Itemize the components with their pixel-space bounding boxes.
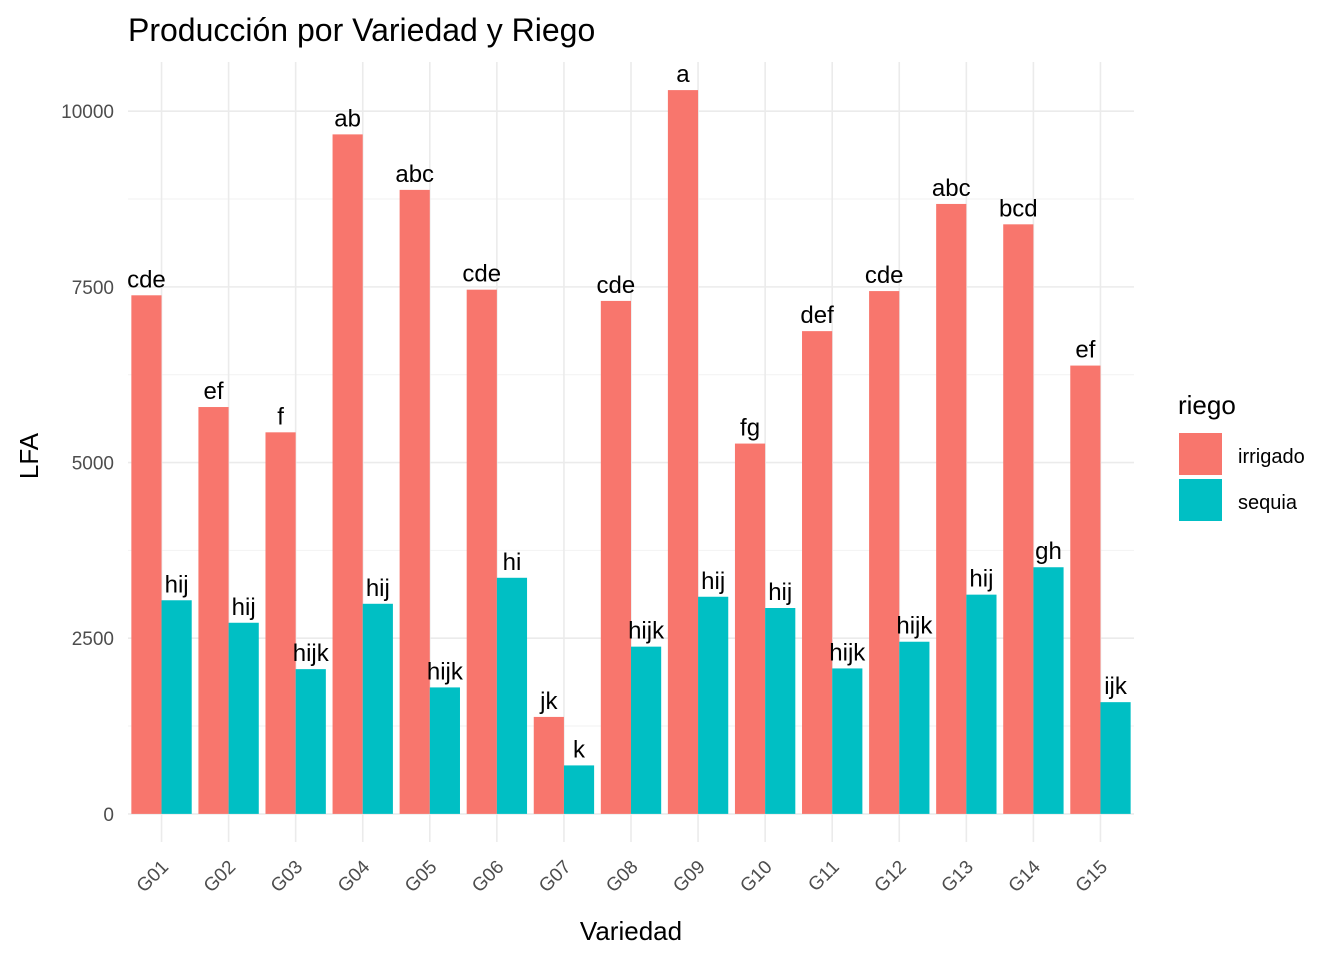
bar-sequia-G05 <box>429 687 460 814</box>
bar-label-irrigado-G01: cde <box>127 266 166 293</box>
bar-label-sequia-G11: hijk <box>829 639 866 666</box>
bar-sequia-G09 <box>698 596 729 814</box>
x-tick-label: G11 <box>804 857 843 896</box>
bar-label-sequia-G02: hij <box>232 594 256 621</box>
bar-label-sequia-G12: hijk <box>896 613 933 640</box>
bar-label-sequia-G14: gh <box>1035 538 1062 565</box>
bar-label-irrigado-G12: cde <box>865 262 904 289</box>
x-tick-label: G03 <box>267 857 307 897</box>
bar-label-sequia-G07: k <box>573 736 586 763</box>
bar-label-sequia-G10: hij <box>768 579 792 606</box>
y-tick-label: 10000 <box>61 102 114 123</box>
bar-label-irrigado-G10: fg <box>740 415 760 442</box>
bars <box>131 90 1131 814</box>
bar-sequia-G07 <box>563 765 595 814</box>
y-tick-label: 2500 <box>72 629 114 650</box>
bar-irrigado-G03 <box>265 432 296 814</box>
bar-sequia-G11 <box>832 668 863 814</box>
bar-sequia-G03 <box>295 669 326 814</box>
y-tick-label: 0 <box>103 805 114 826</box>
bar-irrigado-G11 <box>802 331 833 814</box>
bar-label-sequia-G09: hij <box>701 568 725 595</box>
x-tick-label: G12 <box>871 857 911 897</box>
x-tick-label: G15 <box>1072 857 1112 897</box>
x-tick-label: G07 <box>535 857 575 897</box>
legend-key-sequia <box>1179 479 1222 521</box>
bar-label-irrigado-G03: f <box>277 403 284 430</box>
y-axis-title: LFA <box>14 432 44 479</box>
bar-label-irrigado-G09: a <box>676 61 690 88</box>
bar-irrigado-G07 <box>533 716 564 814</box>
x-tick-label: G09 <box>669 857 709 897</box>
bar-label-irrigado-G14: bcd <box>999 195 1038 222</box>
bar-irrigado-G02 <box>198 407 229 814</box>
bar-labels: cde ef f ab abc cde jk cde a fg def cde abc bcd ef hij h… <box>127 61 1128 763</box>
bar-label-sequia-G06: hi <box>503 549 522 576</box>
bar-irrigado-G13 <box>936 203 967 814</box>
bar-sequia-G10 <box>765 608 796 814</box>
bar-sequia-G14 <box>1033 567 1064 814</box>
y-tick-label: 7500 <box>72 278 114 299</box>
bar-label-sequia-G05: hijk <box>427 658 464 685</box>
bar-label-irrigado-G13: abc <box>932 175 971 202</box>
bar-sequia-G13 <box>966 594 997 814</box>
bar-irrigado-G09 <box>667 90 699 814</box>
bar-label-irrigado-G06: cde <box>462 261 501 288</box>
bar-sequia-G12 <box>899 641 930 814</box>
bar-irrigado-G05 <box>399 189 430 814</box>
bar-label-sequia-G04: hij <box>366 575 390 602</box>
bar-irrigado-G10 <box>734 443 766 814</box>
x-axis-ticks: G01 G02 G03 G04 G05 G06 G07 G08 G09 G10 G11 G12 G13 G… <box>133 856 1112 897</box>
legend-title: riego <box>1178 390 1236 420</box>
bar-sequia-G15 <box>1100 702 1131 814</box>
bar-irrigado-G06 <box>466 289 497 814</box>
bar-sequia-G01 <box>161 600 192 814</box>
bar-irrigado-G04 <box>332 134 363 814</box>
y-tick-label: 5000 <box>72 454 114 475</box>
bar-label-irrigado-G04: ab <box>334 105 361 132</box>
x-tick-label: G06 <box>468 857 508 897</box>
x-axis-title: Variedad <box>580 916 682 946</box>
x-tick-label: G05 <box>401 857 441 897</box>
bar-label-sequia-G15: ijk <box>1104 673 1128 700</box>
x-tick-label: G04 <box>334 856 375 897</box>
bar-irrigado-G14 <box>1003 224 1034 814</box>
x-tick-label: G01 <box>133 857 173 897</box>
legend-label-irrigado: irrigado <box>1238 446 1305 468</box>
bar-irrigado-G12 <box>869 291 900 814</box>
bar-label-irrigado-G05: abc <box>395 161 434 188</box>
x-tick-label: G02 <box>200 857 240 897</box>
legend-key-irrigado <box>1179 433 1222 475</box>
x-tick-label: G08 <box>602 857 642 897</box>
chart-title: Producción por Variedad y Riego <box>128 12 595 48</box>
x-tick-label: G10 <box>736 857 776 897</box>
bar-label-irrigado-G08: cde <box>597 272 636 299</box>
bar-label-irrigado-G11: def <box>800 302 834 329</box>
bar-label-sequia-G08: hijk <box>628 618 665 645</box>
bar-irrigado-G08 <box>600 300 631 814</box>
bar-sequia-G08 <box>631 646 662 814</box>
bar-sequia-G06 <box>496 577 528 814</box>
bar-irrigado-G01 <box>131 295 162 814</box>
legend-label-sequia: sequia <box>1238 492 1298 514</box>
bar-label-sequia-G13: hij <box>969 566 993 593</box>
bar-label-sequia-G03: hijk <box>293 640 330 667</box>
x-tick-label: G14 <box>1005 856 1046 897</box>
bar-sequia-G02 <box>228 622 259 814</box>
y-axis-ticks: 0 2500 5000 7500 10000 <box>61 102 114 826</box>
x-tick-label: G13 <box>938 857 978 897</box>
bar-label-irrigado-G02: ef <box>204 378 224 405</box>
bar-label-irrigado-G07: jk <box>539 688 558 715</box>
bar-sequia-G04 <box>362 603 393 814</box>
bar-irrigado-G15 <box>1070 365 1101 814</box>
legend: riego irrigado sequia <box>1178 390 1305 521</box>
bar-label-sequia-G01: hij <box>165 571 189 598</box>
bar-label-irrigado-G15: ef <box>1075 337 1095 364</box>
